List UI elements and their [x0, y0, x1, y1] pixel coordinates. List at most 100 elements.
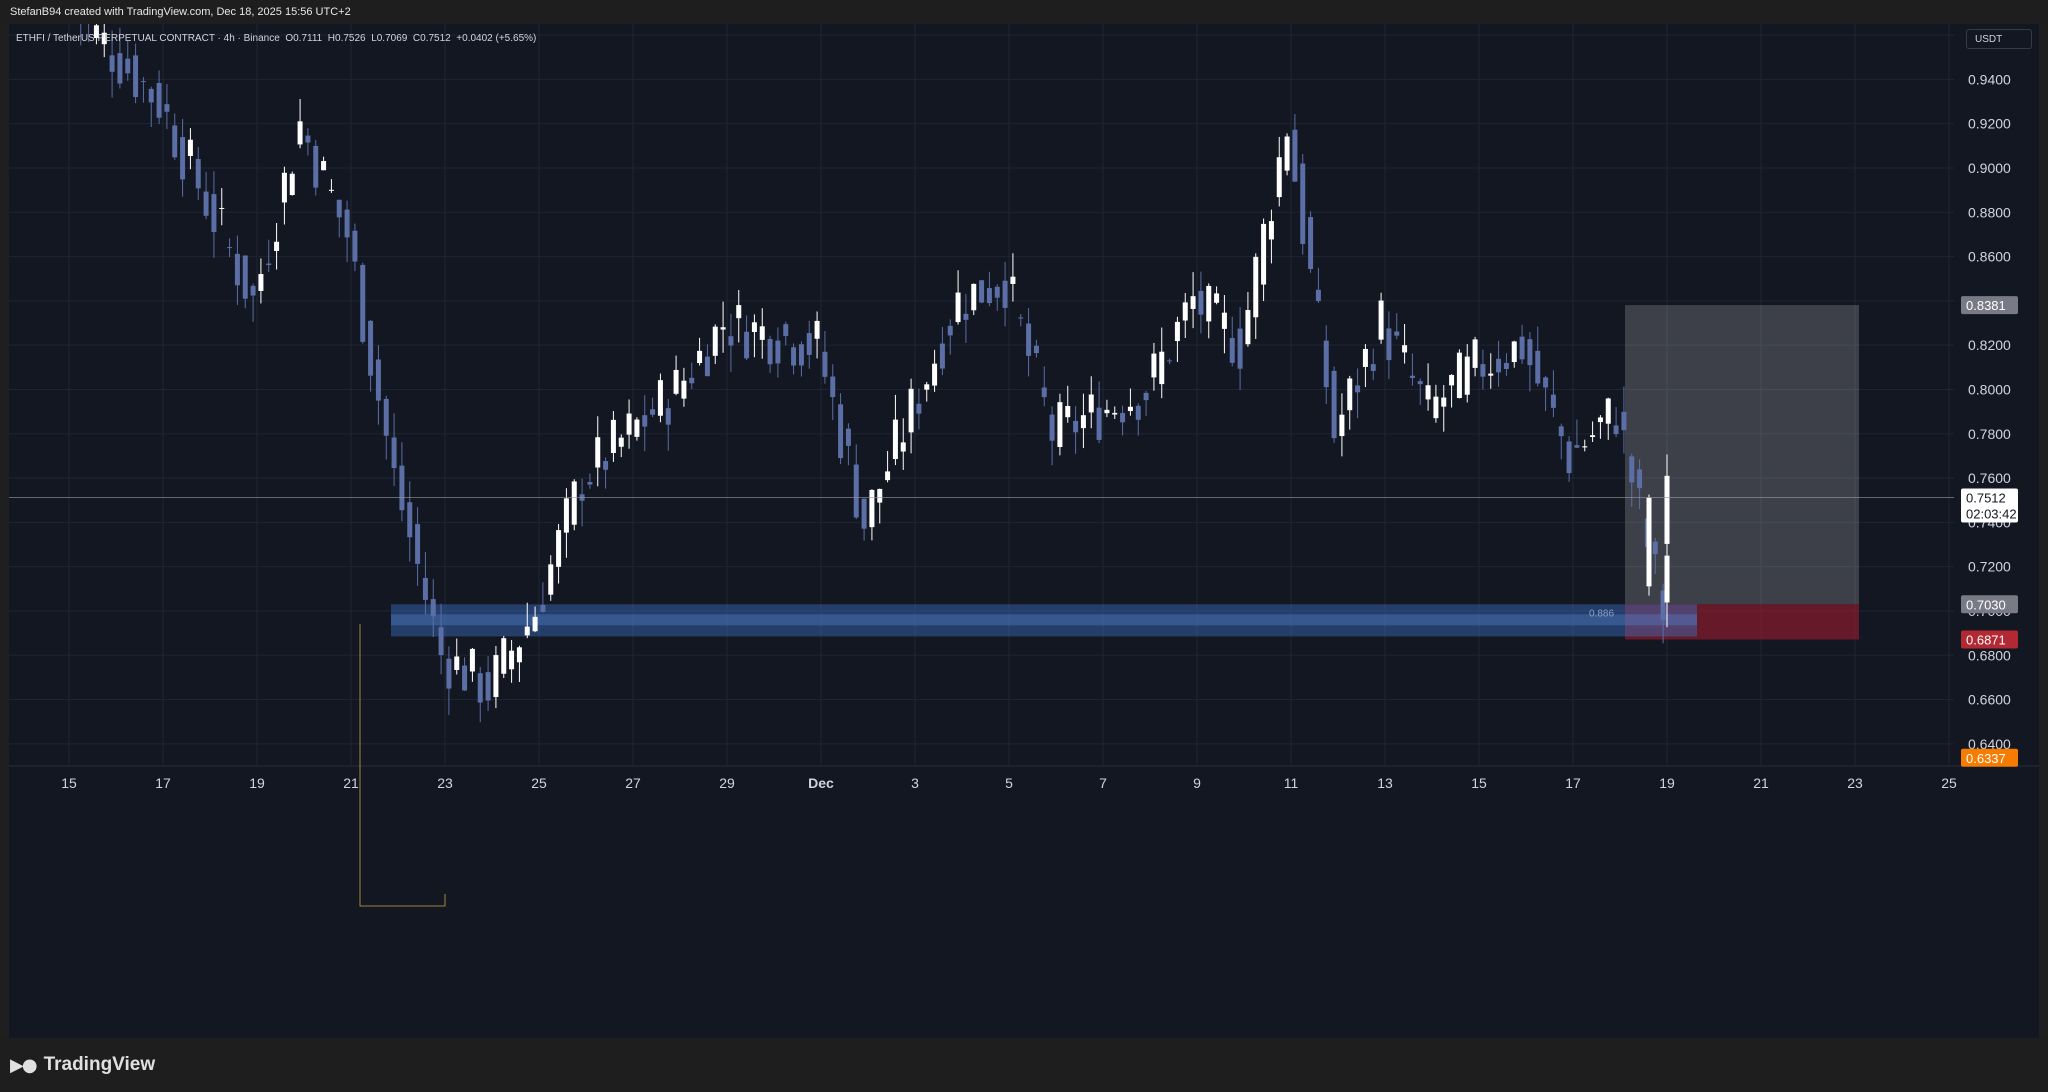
candle-body	[1652, 541, 1658, 555]
candle-body	[1331, 370, 1337, 439]
candles-group	[80, 24, 1670, 723]
candle-body	[798, 344, 804, 366]
candle-body	[164, 104, 170, 112]
candle-body	[869, 489, 875, 528]
candle-body	[1621, 411, 1627, 431]
candle-body	[665, 408, 671, 425]
candle-body	[924, 384, 930, 390]
candle-body	[1026, 323, 1032, 356]
candle-body	[1496, 358, 1502, 373]
last-price-label-bg	[1961, 488, 2018, 507]
candle-body	[1002, 280, 1008, 308]
candle-body	[1433, 396, 1439, 419]
candle-body	[986, 288, 992, 304]
candle-body	[407, 502, 413, 538]
currency-selector[interactable]: USDT	[1966, 29, 2032, 49]
candle-body	[1425, 385, 1431, 400]
candle-body	[148, 88, 154, 103]
high-label: H	[327, 33, 336, 44]
candle-body	[1112, 412, 1118, 415]
candle-body	[1417, 381, 1423, 385]
chart-frame[interactable]: 0.886 0.96000.94000.92000.90000.88000.86…	[9, 24, 2039, 1038]
candle-body	[1362, 348, 1368, 367]
tradingview-logo-icon: ▶●	[10, 1054, 38, 1076]
y-tick-label: 0.6600	[1968, 692, 2011, 708]
candle-body	[101, 32, 107, 45]
countdown-label-text: 02:03:42	[1966, 507, 2017, 522]
candle-body	[524, 626, 530, 636]
candle-body	[634, 419, 640, 437]
candle-body	[955, 292, 961, 323]
x-tick-label: 9	[1193, 775, 1201, 791]
candle-body	[892, 419, 898, 460]
top-bar: StefanB94 created with TradingView.com, …	[0, 0, 2048, 24]
candle-body	[422, 577, 428, 600]
tradingview-logo[interactable]: ▶● TradingView	[10, 1054, 155, 1076]
candle-body	[1182, 302, 1188, 321]
candle-body	[783, 324, 789, 337]
candle-body	[1550, 394, 1556, 408]
candle-body	[1543, 377, 1549, 388]
candle-body	[180, 137, 186, 180]
x-tick-label: 19	[1659, 775, 1675, 791]
candle-body	[532, 616, 538, 632]
x-tick-label: 19	[249, 775, 265, 791]
candle-body	[720, 327, 726, 330]
candle-body	[1315, 289, 1321, 302]
candle-body	[1449, 374, 1455, 386]
x-tick-label: 17	[1565, 775, 1581, 791]
x-tick-label: 29	[719, 775, 735, 791]
target-price-label-text: 0.8381	[1966, 298, 2006, 313]
candle-body	[109, 55, 115, 72]
candle-body	[1323, 340, 1329, 388]
candle-body	[1519, 336, 1525, 360]
candle-body	[1629, 456, 1635, 483]
candle-body	[1386, 328, 1392, 361]
candle-body	[1441, 397, 1447, 407]
target-price-label: 0.8381	[1961, 296, 2018, 315]
low-price-label-text: 0.6337	[1966, 751, 2006, 766]
candle-body	[618, 437, 624, 447]
candle-body	[242, 255, 248, 299]
y-tick-label: 0.7200	[1968, 559, 2011, 575]
candle-body	[728, 336, 734, 346]
candle-body	[266, 263, 272, 266]
candle-body	[814, 320, 820, 339]
time-axis[interactable]: 15 17 19 21 23 25 27 29 Dec 3 5 7 9 11 13 15 17 19 21 23 25	[61, 775, 1957, 791]
candle-body	[234, 253, 240, 286]
candle-body	[1104, 409, 1110, 414]
open-label: O	[285, 33, 294, 44]
candle-body	[1339, 414, 1345, 437]
candle-body	[133, 55, 139, 98]
candle-body	[1190, 296, 1196, 309]
candle-body	[430, 599, 436, 617]
candle-body	[446, 658, 452, 689]
candle-body	[1284, 136, 1290, 171]
candle-body	[305, 135, 311, 143]
y-tick-label: 0.7800	[1968, 426, 2011, 442]
candle-body	[352, 230, 358, 262]
y-tick-label: 0.9200	[1968, 116, 2011, 132]
entry-price-label-bg	[1961, 595, 2018, 614]
candle-body	[509, 650, 515, 670]
candle-body	[140, 81, 146, 83]
candle-body	[971, 283, 977, 311]
candle-body	[125, 58, 131, 74]
low-price-label: 0.6337	[1961, 748, 2018, 767]
candle-body	[1198, 290, 1204, 315]
candle-body	[806, 333, 812, 355]
y-tick-label: 0.8000	[1968, 381, 2011, 397]
candle-body	[187, 139, 193, 157]
candlestick-chart[interactable]: 0.886 0.96000.94000.92000.90000.88000.86…	[9, 24, 2039, 1038]
candle-body	[360, 264, 366, 342]
candle-body	[673, 369, 679, 394]
candle-body	[281, 172, 287, 203]
stop-price-label-bg	[1961, 630, 2018, 649]
candle-body	[994, 286, 1000, 298]
x-tick-label: 15	[61, 775, 77, 791]
candle-body	[853, 464, 859, 518]
candle-body	[571, 481, 577, 525]
bottom-bar	[0, 1038, 2048, 1092]
candle-body	[1057, 402, 1063, 448]
candle-body	[368, 320, 374, 376]
